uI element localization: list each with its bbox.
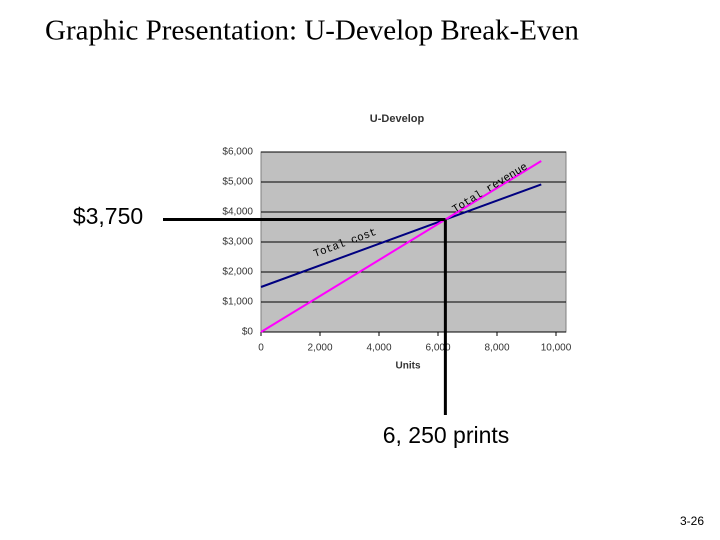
slide-title: Graphic Presentation: U-Develop Break-Ev…	[45, 15, 579, 47]
x-tick-label: 4,000	[366, 343, 391, 354]
y-tick-label: $4,000	[222, 207, 253, 218]
y-tick-label: $6,000	[222, 147, 253, 158]
series-line	[260, 183, 542, 288]
y-tick-label: $0	[242, 327, 254, 338]
page-number: 3-26	[680, 514, 704, 528]
series-line	[260, 160, 542, 333]
x-tick-label: 2,000	[307, 343, 332, 354]
chart-title: U-Develop	[370, 113, 425, 125]
x-tick-label: 10,000	[541, 343, 572, 354]
y-tick-label: $2,000	[222, 267, 253, 278]
break-even-amount: $3,750	[73, 203, 143, 229]
x-tick-label: 0	[258, 343, 264, 354]
x-axis-label: Units	[396, 361, 421, 372]
y-tick-label: $3,000	[222, 237, 253, 248]
break-even-units: 6, 250 prints	[383, 422, 510, 448]
x-tick-label: 8,000	[484, 343, 509, 354]
y-tick-label: $5,000	[222, 177, 253, 188]
y-tick-label: $1,000	[222, 297, 253, 308]
x-tick-label: 6,000	[425, 343, 450, 354]
